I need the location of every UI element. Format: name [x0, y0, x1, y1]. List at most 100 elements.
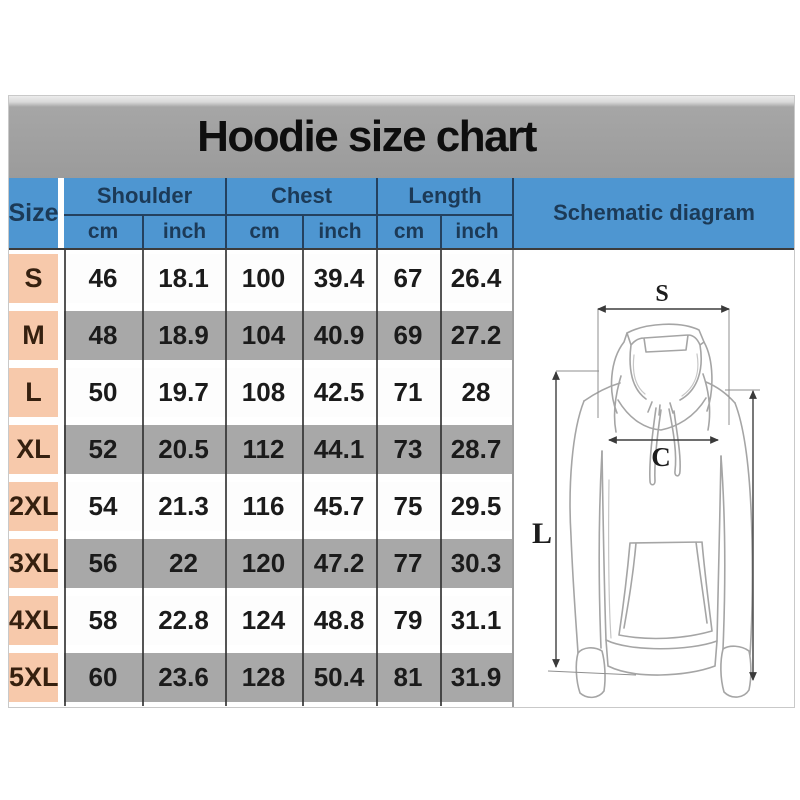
header-gap — [58, 178, 64, 248]
value-cell: 31.9 — [440, 649, 512, 706]
value-cell: 54 — [64, 478, 142, 535]
value-cell: 30.3 — [440, 535, 512, 592]
schematic-diagram: S C L — [512, 250, 794, 707]
measure-headers: Shoulder Chest Length cm inch cm inch cm… — [64, 178, 512, 248]
value-cell: 42.5 — [302, 364, 376, 421]
hoodie-schematic-svg: S C L — [532, 281, 760, 699]
table-row: 2XL 54 21.3 116 45.7 75 29.5 — [9, 478, 512, 535]
column-divider — [440, 250, 442, 706]
table-row: XL 52 20.5 112 44.1 73 28.7 — [9, 421, 512, 478]
page-title: Hoodie size chart — [197, 112, 537, 161]
table-row: 5XL 60 23.6 128 50.4 81 31.9 — [9, 649, 512, 706]
value-cell: 81 — [376, 649, 440, 706]
table-row: L 50 19.7 108 42.5 71 28 — [9, 364, 512, 421]
value-cell: 52 — [64, 421, 142, 478]
kangaroo-pocket — [618, 541, 713, 640]
chest-inch-header: inch — [302, 216, 376, 248]
unit-header-row: cm inch cm inch cm inch — [64, 216, 512, 248]
size-label: 5XL — [9, 649, 59, 706]
value-cell: 128 — [225, 649, 302, 706]
dimension-lines — [552, 305, 757, 681]
size-label: 4XL — [9, 592, 59, 649]
row-gap — [58, 307, 64, 364]
schematic-header: Schematic diagram — [512, 178, 794, 248]
value-cell: 44.1 — [302, 421, 376, 478]
hoodie-shading — [608, 353, 699, 639]
chart-frame: Hoodie size chart Size Shoulder Chest Le… — [8, 95, 795, 708]
size-label: M — [9, 307, 58, 364]
value-cell: 28.7 — [440, 421, 512, 478]
value-cell: 73 — [376, 421, 440, 478]
chest-cm-header: cm — [225, 216, 302, 248]
size-label: 3XL — [9, 535, 59, 592]
row-gap — [58, 250, 64, 307]
value-cell: 77 — [376, 535, 440, 592]
row-gap — [58, 478, 64, 535]
value-cell: 67 — [376, 250, 440, 307]
row-gap — [58, 649, 64, 706]
value-cell: 23.6 — [142, 649, 225, 706]
value-cell: 75 — [376, 478, 440, 535]
hood-drape — [617, 397, 707, 431]
shoulder-inch-header: inch — [142, 216, 225, 248]
value-cell: 39.4 — [302, 250, 376, 307]
hood-rim — [626, 332, 705, 401]
value-cell: 28 — [440, 364, 512, 421]
shoulder-group-header: Shoulder — [64, 178, 225, 214]
value-cell: 50 — [64, 364, 142, 421]
value-cell: 18.1 — [142, 250, 225, 307]
size-label: XL — [9, 421, 58, 478]
group-header-row: Shoulder Chest Length — [64, 178, 512, 216]
column-divider — [64, 250, 66, 706]
row-gap — [58, 592, 64, 649]
row-gap — [58, 364, 64, 421]
column-divider — [302, 250, 304, 706]
shoulder-cm-header: cm — [64, 216, 142, 248]
value-cell: 21.3 — [142, 478, 225, 535]
value-cell: 48.8 — [302, 592, 376, 649]
value-cell: 46 — [64, 250, 142, 307]
table-row: 4XL 58 22.8 124 48.8 79 31.1 — [9, 592, 512, 649]
value-cell: 27.2 — [440, 307, 512, 364]
size-label: 2XL — [9, 478, 59, 535]
hoodie-line — [608, 353, 699, 639]
size-label: L — [9, 364, 58, 421]
shoulder-seams — [583, 381, 736, 404]
table-header: Size Shoulder Chest Length cm inch cm in… — [8, 178, 794, 250]
torso-edges — [601, 450, 722, 642]
value-cell: 71 — [376, 364, 440, 421]
chest-group-header: Chest — [225, 178, 376, 214]
length-group-header: Length — [376, 178, 512, 214]
value-cell: 100 — [225, 250, 302, 307]
hood-outer — [610, 323, 713, 414]
hood-folds — [613, 373, 711, 433]
title-band: Hoodie size chart — [9, 96, 794, 178]
value-cell: 58 — [64, 592, 142, 649]
value-cell: 124 — [225, 592, 302, 649]
size-label: S — [9, 250, 58, 307]
value-cell: 29.5 — [440, 478, 512, 535]
value-cell: 116 — [225, 478, 302, 535]
length-inch-header: inch — [440, 216, 512, 248]
column-divider — [376, 250, 378, 706]
table-row: M 48 18.9 104 40.9 69 27.2 — [9, 307, 512, 364]
left-cuff — [575, 647, 606, 699]
column-divider — [142, 250, 144, 706]
value-cell: 40.9 — [302, 307, 376, 364]
table-row: 3XL 56 22 120 47.2 77 30.3 — [9, 535, 512, 592]
value-cell: 50.4 — [302, 649, 376, 706]
size-column-header: Size — [8, 178, 59, 248]
table-body: S 46 18.1 100 39.4 67 26.4 M 48 18.9 104… — [9, 250, 794, 707]
row-gap — [58, 535, 64, 592]
value-cell: 18.9 — [142, 307, 225, 364]
value-cell: 48 — [64, 307, 142, 364]
hem-band — [605, 639, 718, 676]
value-cell: 19.7 — [142, 364, 225, 421]
extension-line — [547, 309, 760, 676]
column-divider — [225, 250, 227, 706]
length-cm-header: cm — [376, 216, 440, 248]
value-cell: 22.8 — [142, 592, 225, 649]
dimension-labels: S C L — [532, 281, 671, 550]
value-cell: 26.4 — [440, 250, 512, 307]
